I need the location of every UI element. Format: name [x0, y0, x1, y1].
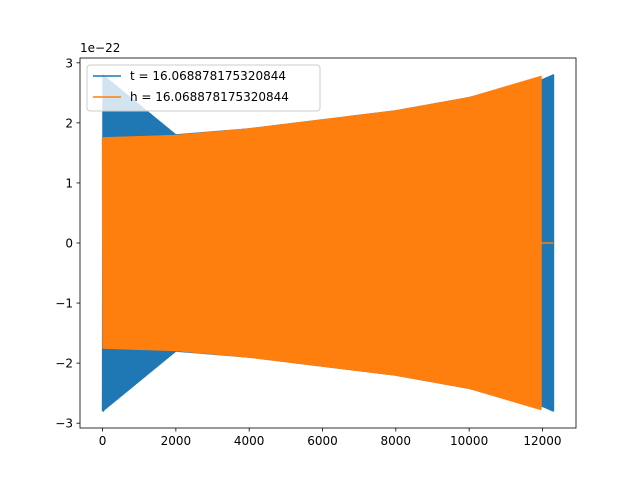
x-tick-label: 2000: [161, 434, 192, 448]
legend-label-t: t = 16.068878175320844: [130, 69, 286, 83]
legend-label-h: h = 16.068878175320844: [130, 90, 289, 104]
x-tick-label: 10000: [450, 434, 488, 448]
x-axis: 0 2000 4000 6000 8000 10000 12000: [99, 428, 562, 448]
x-tick-label: 8000: [381, 434, 412, 448]
x-tick-label: 4000: [234, 434, 265, 448]
y-tick-label: 2: [65, 116, 73, 130]
y-tick-label: 0: [65, 237, 73, 251]
y-offset-label: 1e−22: [80, 41, 120, 55]
series-line-h: [101, 75, 554, 411]
y-tick-label: −2: [55, 357, 73, 371]
x-tick-label: 0: [99, 434, 107, 448]
x-tick-label: 12000: [523, 434, 561, 448]
legend-box: [86, 64, 321, 112]
series-layer: [101, 74, 555, 412]
legend: t = 16.068878175320844 h = 16.0688781753…: [86, 64, 321, 112]
x-tick-label: 6000: [307, 434, 338, 448]
y-tick-label: 3: [65, 56, 73, 70]
y-axis: −3 −2 −1 0 1 2 3: [55, 56, 80, 431]
y-tick-label: 1: [65, 176, 73, 190]
y-tick-label: −3: [55, 417, 73, 431]
y-tick-label: −1: [55, 297, 73, 311]
